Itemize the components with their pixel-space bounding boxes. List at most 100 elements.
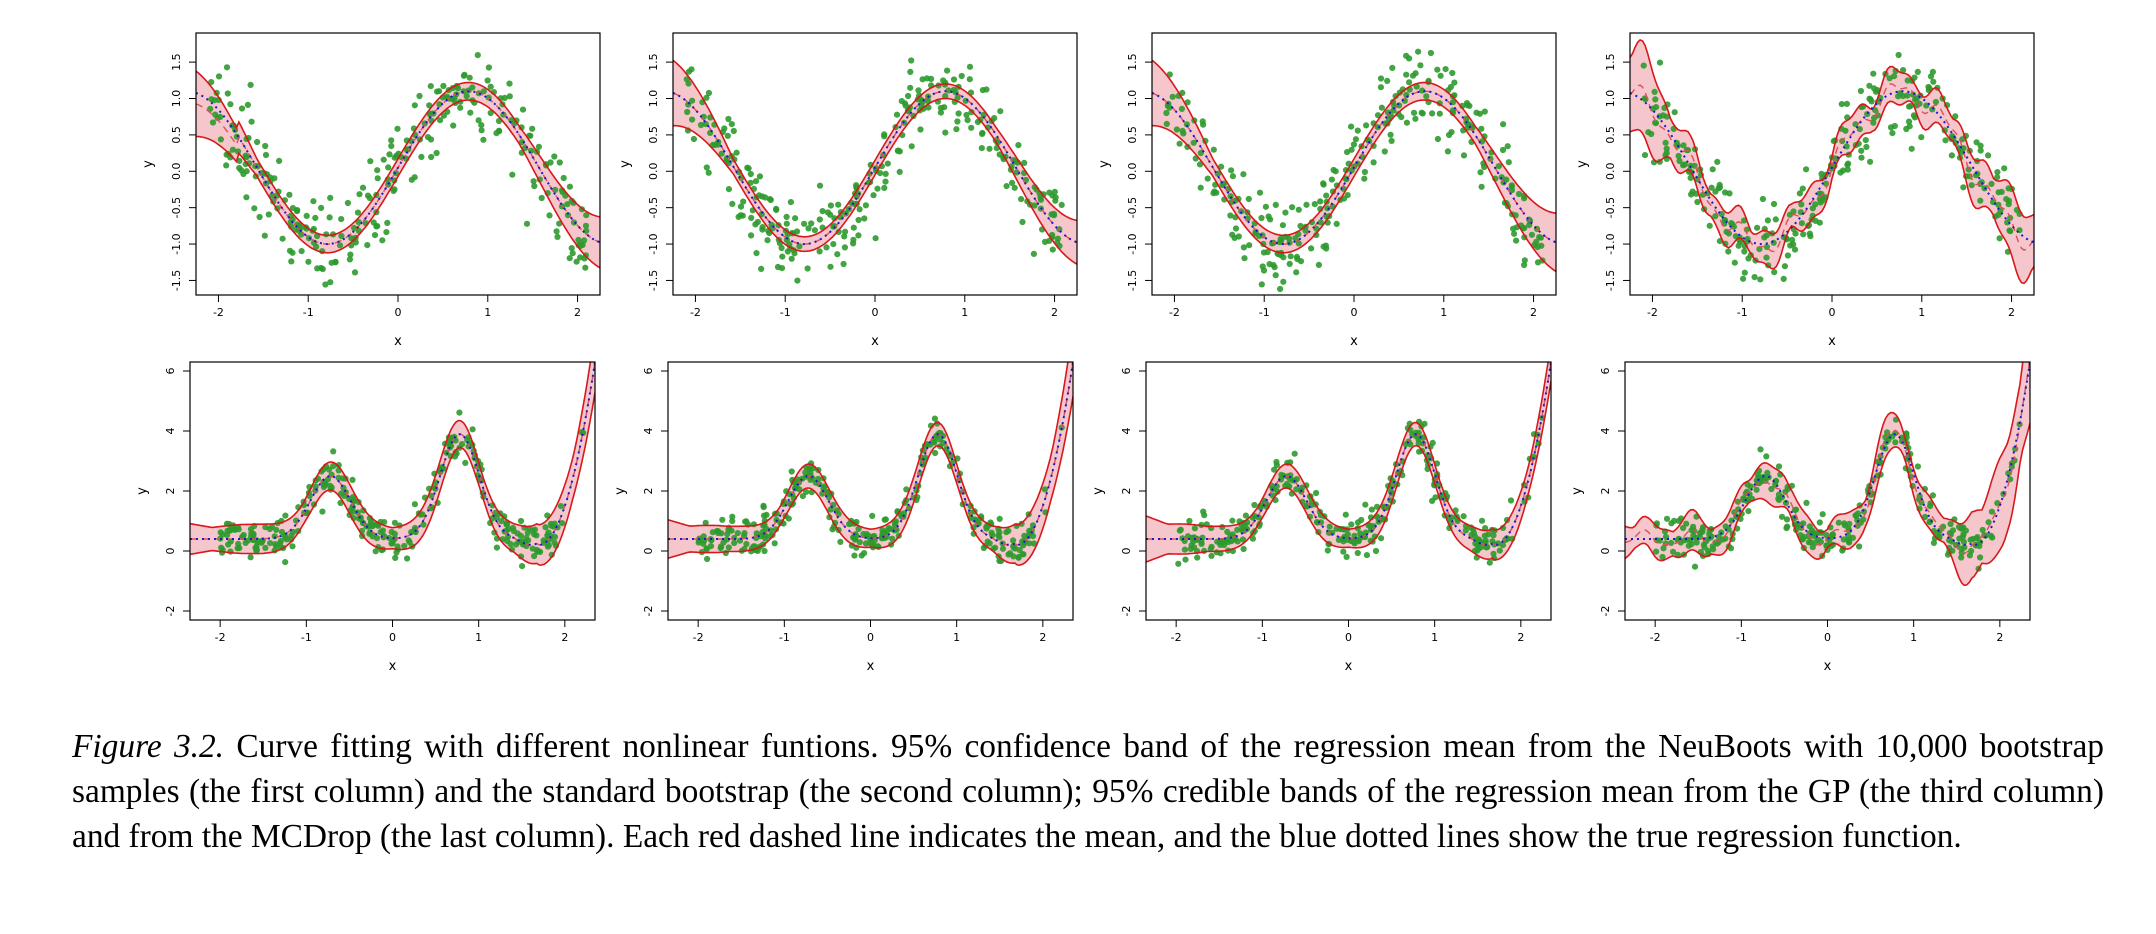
data-point: [1906, 103, 1913, 110]
data-point: [1169, 93, 1176, 100]
data-point: [767, 527, 775, 534]
data-point: [728, 121, 735, 128]
data-point: [1844, 166, 1851, 173]
data-point: [1015, 142, 1022, 149]
data-point: [1182, 556, 1189, 563]
data-point: [1378, 104, 1385, 111]
data-point: [433, 149, 440, 157]
data-point: [1895, 51, 1902, 59]
data-point: [359, 184, 367, 191]
data-point: [248, 118, 255, 125]
data-point: [954, 94, 961, 101]
data-point: [1905, 118, 1913, 125]
data-point: [1753, 486, 1760, 493]
data-point: [829, 526, 836, 533]
data-point: [348, 235, 355, 242]
data-point: [1279, 222, 1286, 229]
data-point: [1725, 230, 1732, 237]
data-point: [704, 555, 711, 563]
data-point: [1184, 143, 1191, 150]
data-point: [753, 530, 760, 537]
data-point: [683, 76, 690, 83]
data-point: [1198, 540, 1205, 548]
data-point: [1843, 143, 1850, 150]
x-tick-label: -2: [213, 306, 224, 319]
data-point: [1858, 154, 1865, 161]
data-point: [1809, 544, 1816, 551]
data-point: [1799, 185, 1806, 192]
y-tick-label: 2: [642, 488, 655, 495]
data-point: [1477, 169, 1484, 176]
data-point: [1030, 250, 1037, 257]
data-point: [1751, 274, 1758, 281]
x-tick-label: 1: [1918, 306, 1925, 319]
data-point: [1214, 538, 1221, 545]
data-point: [1994, 169, 2001, 176]
data-point: [1005, 551, 1012, 558]
data-point: [463, 93, 470, 100]
data-points: [217, 409, 587, 570]
data-point: [827, 263, 834, 270]
data-point: [1348, 123, 1355, 130]
y-tick-label: -2: [164, 606, 177, 617]
data-point: [882, 170, 889, 177]
data-point: [1662, 139, 1669, 146]
data-point: [1442, 66, 1449, 73]
data-point: [743, 540, 750, 548]
data-point: [1864, 111, 1871, 118]
data-point: [740, 198, 747, 205]
data-point: [554, 233, 561, 240]
data-point: [551, 533, 559, 541]
data-point: [1713, 540, 1721, 547]
data-point: [1444, 148, 1451, 155]
x-tick-label: 1: [961, 306, 968, 319]
data-point: [1018, 196, 1025, 203]
y-tick-label: 2: [1120, 488, 1133, 495]
data-point: [705, 89, 713, 97]
data-point: [542, 524, 549, 531]
data-point: [1800, 231, 1807, 238]
data-point: [1807, 539, 1814, 546]
data-point: [1010, 544, 1017, 551]
data-point: [305, 258, 312, 265]
data-point: [269, 192, 276, 199]
data-point: [1790, 208, 1797, 215]
data-point: [1845, 537, 1852, 544]
data-point: [1728, 517, 1735, 524]
data-point: [881, 184, 888, 191]
data-point: [507, 540, 514, 548]
data-point: [1908, 145, 1915, 152]
data-point: [1057, 306, 1063, 312]
data-point: [1663, 149, 1670, 156]
y-tick-label: -1.5: [170, 270, 183, 291]
data-point: [690, 135, 698, 143]
data-point: [1460, 513, 1467, 520]
data-point: [480, 136, 487, 143]
data-point: [1670, 548, 1677, 555]
data-point: [1460, 152, 1468, 159]
data-point: [1208, 552, 1215, 560]
data-point: [900, 510, 908, 517]
data-point: [1361, 175, 1368, 182]
data-point: [583, 227, 590, 234]
data-point: [917, 126, 924, 133]
data-point: [319, 266, 326, 273]
data-point: [1436, 110, 1443, 117]
data-point: [1340, 548, 1347, 555]
data-point: [1333, 220, 1340, 227]
data-point: [1377, 75, 1385, 82]
data-point: [211, 97, 218, 104]
data-point: [566, 183, 574, 190]
data-point: [1796, 190, 1803, 197]
data-point: [811, 227, 819, 234]
data-point: [248, 530, 255, 537]
data-point: [493, 544, 500, 551]
data-point: [835, 228, 842, 235]
data-point: [474, 52, 481, 59]
data-point: [932, 449, 939, 457]
data-point: [469, 426, 476, 433]
data-point: [731, 539, 738, 547]
data-point: [1799, 536, 1806, 543]
data-point: [1787, 242, 1794, 249]
data-point: [553, 228, 560, 235]
